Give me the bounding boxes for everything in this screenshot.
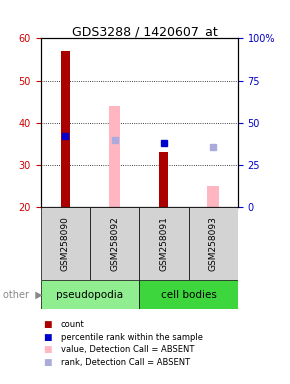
Text: value, Detection Call = ABSENT: value, Detection Call = ABSENT — [61, 345, 194, 354]
Text: GDS3288 / 1420607_at: GDS3288 / 1420607_at — [72, 25, 218, 38]
Bar — [109, 106, 120, 207]
Bar — [41, 207, 90, 280]
Text: rank, Detection Call = ABSENT: rank, Detection Call = ABSENT — [61, 358, 190, 367]
Bar — [139, 207, 188, 280]
Text: pseudopodia: pseudopodia — [56, 290, 124, 300]
Text: GSM258090: GSM258090 — [61, 217, 70, 271]
Bar — [139, 280, 238, 309]
Text: ■: ■ — [44, 345, 52, 354]
Bar — [90, 207, 139, 280]
Text: percentile rank within the sample: percentile rank within the sample — [61, 333, 203, 342]
Text: ■: ■ — [44, 333, 52, 342]
Text: ■: ■ — [44, 320, 52, 329]
Bar — [160, 152, 168, 207]
Text: other  ▶: other ▶ — [3, 290, 43, 300]
Bar — [41, 280, 139, 309]
Text: GSM258093: GSM258093 — [209, 217, 218, 271]
Bar — [61, 51, 70, 207]
Bar — [188, 207, 238, 280]
Text: GSM258092: GSM258092 — [110, 217, 119, 271]
Text: cell bodies: cell bodies — [161, 290, 216, 300]
Text: ■: ■ — [44, 358, 52, 367]
Text: GSM258091: GSM258091 — [159, 217, 168, 271]
Text: count: count — [61, 320, 85, 329]
Bar — [207, 186, 219, 207]
